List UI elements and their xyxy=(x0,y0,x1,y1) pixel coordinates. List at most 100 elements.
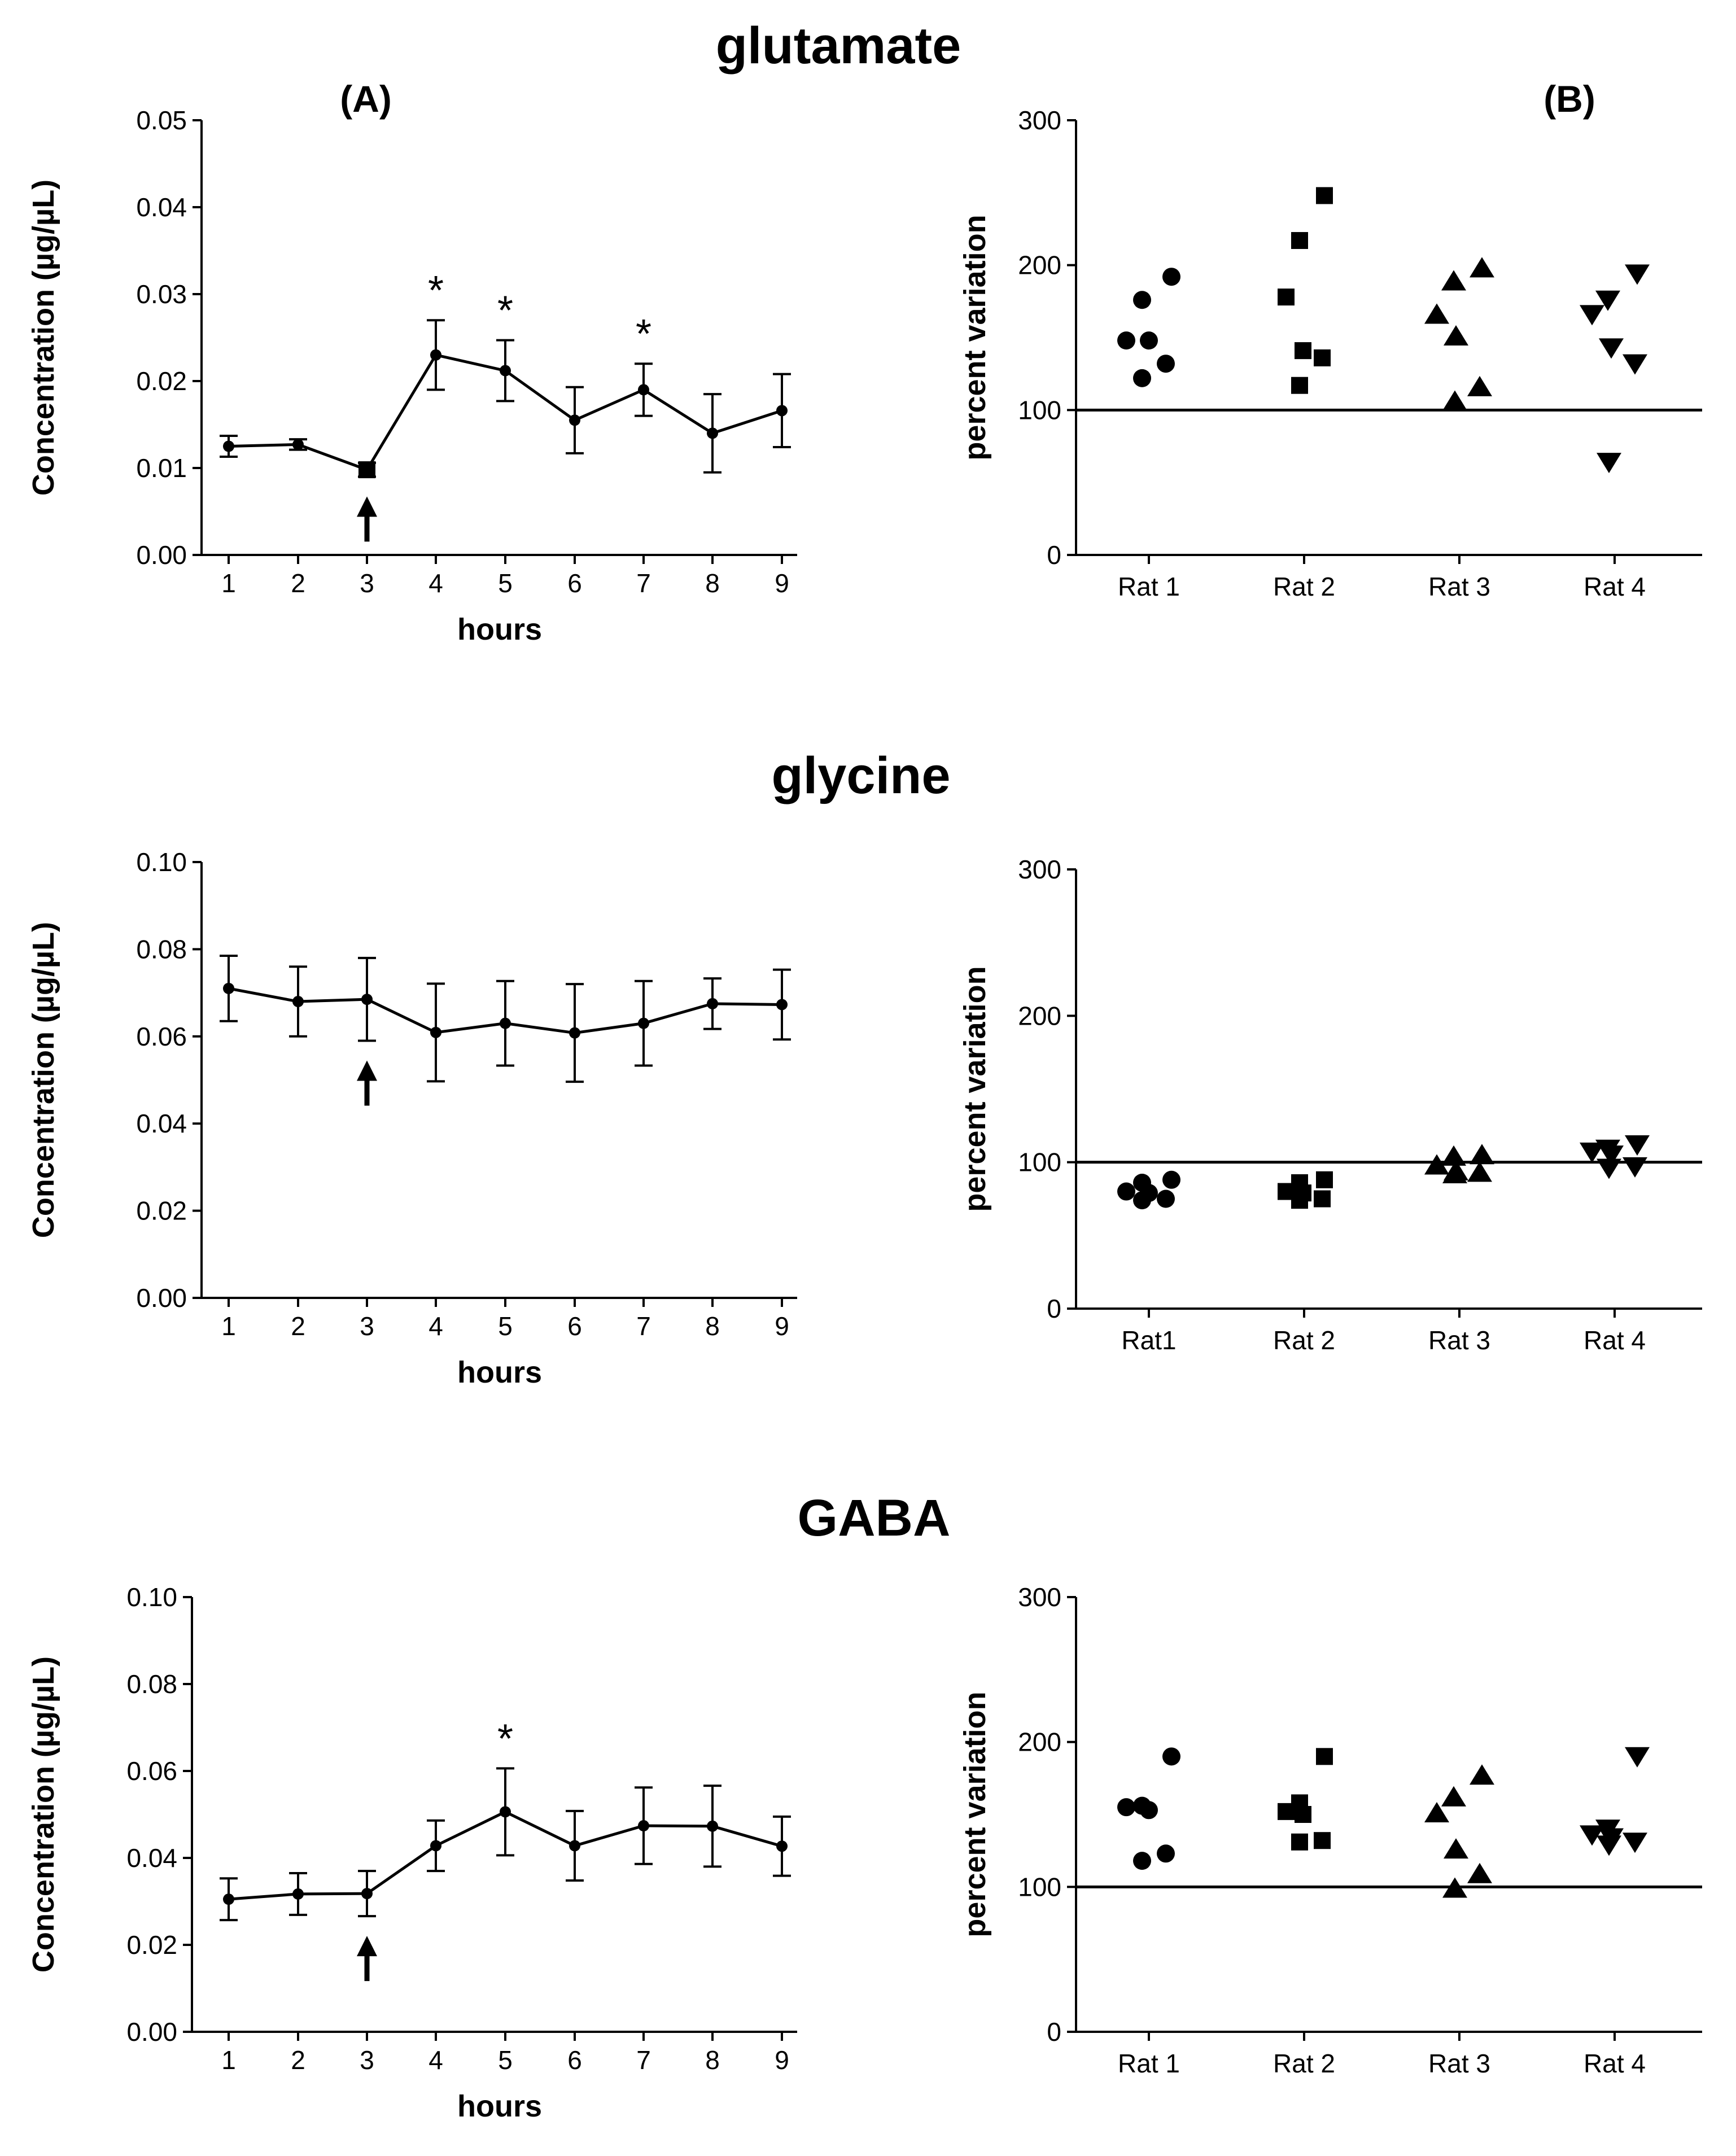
gaba-A-ytick-label: 0.02 xyxy=(126,1930,177,1960)
glutamate-A-y-label: Concentration (µg/µL) xyxy=(27,180,60,496)
glutamate-B-ytick-label: 300 xyxy=(1018,106,1061,135)
gaba-B-point xyxy=(1442,1877,1467,1898)
glutamate-A-point xyxy=(707,427,718,439)
glycine-B-point xyxy=(1133,1191,1151,1210)
glycine-B-ytick-label: 200 xyxy=(1018,1001,1061,1030)
gaba-B-point xyxy=(1162,1747,1180,1766)
gaba-B-point xyxy=(1424,1802,1449,1822)
glycine-A-xtick-label: 6 xyxy=(567,1311,582,1341)
glycine-A-point xyxy=(707,998,718,1009)
glutamate-A-point xyxy=(776,405,788,417)
glutamate-B-point xyxy=(1278,288,1295,306)
glycine-A-point xyxy=(638,1017,649,1029)
glycine-B-ytick-label: 100 xyxy=(1018,1148,1061,1177)
glycine-B-category-label: Rat1 xyxy=(1121,1326,1176,1355)
gaba-B-ytick-label: 0 xyxy=(1047,2017,1061,2046)
gaba-A-xtick-label: 2 xyxy=(291,2045,305,2075)
glutamate-A-ytick-label: 0.04 xyxy=(136,193,187,222)
gaba-A-point xyxy=(223,1893,234,1905)
glutamate-A-significance-marker: * xyxy=(497,288,513,334)
glycine-A-point xyxy=(500,1017,511,1029)
glutamate-A-ytick-label: 0.00 xyxy=(136,540,187,570)
gaba-B-point xyxy=(1470,1764,1494,1785)
gaba-A-x-label: hours xyxy=(457,2089,542,2123)
glycine-A-xtick-label: 4 xyxy=(428,1311,443,1341)
glycine-B-point xyxy=(1470,1144,1494,1165)
glutamate-A-xtick-label: 5 xyxy=(498,568,513,598)
glutamate-A-xtick-label: 9 xyxy=(775,568,789,598)
glutamate-A-point xyxy=(358,461,375,479)
glycine-A-x-label: hours xyxy=(457,1355,542,1389)
gaba-A-y-label: Concentration (µg/µL) xyxy=(27,1656,60,1973)
gaba-B-point xyxy=(1133,1852,1151,1870)
gaba-B-point xyxy=(1625,1747,1650,1768)
glycine-A-xtick-label: 1 xyxy=(221,1311,236,1341)
glutamate-A-xtick-label: 3 xyxy=(360,568,374,598)
gaba-B-category-label: Rat 3 xyxy=(1428,2049,1490,2078)
glycine-B-point xyxy=(1424,1154,1449,1175)
glutamate-B-point xyxy=(1467,375,1492,396)
glycine-B-point xyxy=(1599,1145,1624,1166)
gaba-B-category-label: Rat 1 xyxy=(1118,2049,1180,2078)
glutamate-A-arrow-icon xyxy=(357,496,377,542)
glutamate-A-point xyxy=(430,349,441,361)
gaba-A-xtick-label: 6 xyxy=(567,2045,582,2075)
glycine-B-point xyxy=(1291,1192,1308,1209)
glutamate-B-point xyxy=(1444,325,1468,346)
glutamate-B-y-label: percent variation xyxy=(958,215,992,460)
gaba-B-point xyxy=(1117,1798,1135,1817)
glutamate-A-xtick-label: 7 xyxy=(636,568,651,598)
glutamate-B-ytick-label: 100 xyxy=(1018,395,1061,425)
gaba-B-ytick-label: 100 xyxy=(1018,1872,1061,1901)
gaba-B-category-label: Rat 4 xyxy=(1584,2049,1646,2078)
glutamate-B-point xyxy=(1441,270,1466,291)
glutamate-B-category-label: Rat 4 xyxy=(1584,572,1646,601)
glycine-A-ytick-label: 0.08 xyxy=(136,934,187,964)
chart-glycine-B: 0 100 200 300 Rat1 Rat 2 Rat 3 Rat 4 percent var… xyxy=(958,855,1702,1355)
glutamate-B-point xyxy=(1625,264,1650,285)
glutamate-B-point xyxy=(1291,232,1308,250)
gaba-B-point xyxy=(1444,1838,1468,1859)
gaba-B-point xyxy=(1140,1801,1158,1820)
glutamate-A-point xyxy=(638,384,649,396)
gaba-A-point xyxy=(500,1806,511,1818)
gaba-A-ytick-label: 0.00 xyxy=(126,2017,177,2046)
glutamate-B-point xyxy=(1424,303,1449,324)
glutamate-A-xtick-label: 2 xyxy=(291,568,305,598)
glycine-B-point xyxy=(1441,1145,1466,1166)
glycine-A-xtick-label: 8 xyxy=(705,1311,720,1341)
glycine-B-point xyxy=(1623,1157,1647,1178)
gaba-B-ytick-label: 300 xyxy=(1018,1582,1061,1612)
gaba-B-point xyxy=(1157,1844,1175,1863)
glycine-B-category-label: Rat 4 xyxy=(1584,1326,1646,1355)
glycine-A-xtick-label: 3 xyxy=(360,1311,374,1341)
glycine-A-point xyxy=(569,1027,580,1039)
glutamate-B-point xyxy=(1442,390,1467,411)
glycine-A-ytick-label: 0.06 xyxy=(136,1022,187,1051)
glycine-A-ytick-label: 0.04 xyxy=(136,1109,187,1138)
glutamate-B-category-label: Rat 3 xyxy=(1428,572,1490,601)
glutamate-A-xtick-label: 4 xyxy=(428,568,443,598)
gaba-B-point xyxy=(1314,1832,1331,1849)
gaba-A-xtick-label: 5 xyxy=(498,2045,513,2075)
gaba-B-point xyxy=(1291,1833,1308,1851)
glycine-A-point xyxy=(776,999,788,1011)
glutamate-B-point xyxy=(1291,377,1308,394)
glutamate-B-category-label: Rat 1 xyxy=(1118,572,1180,601)
glycine-B-category-label: Rat 2 xyxy=(1273,1326,1335,1355)
glycine-A-y-label: Concentration (µg/µL) xyxy=(27,922,60,1238)
glycine-A-point xyxy=(223,982,234,994)
glutamate-B-point xyxy=(1314,349,1331,366)
gaba-A-ytick-label: 0.10 xyxy=(126,1582,177,1612)
gaba-A-xtick-label: 3 xyxy=(360,2045,374,2075)
glycine-A-xtick-label: 5 xyxy=(498,1311,513,1341)
glutamate-B-point xyxy=(1133,291,1151,309)
gaba-B-point xyxy=(1467,1862,1492,1883)
glutamate-A-ytick-label: 0.02 xyxy=(136,366,187,396)
gaba-A-xtick-label: 4 xyxy=(428,2045,443,2075)
gaba-A-xtick-label: 1 xyxy=(221,2045,236,2075)
gaba-B-point xyxy=(1316,1748,1333,1765)
glycine-B-point xyxy=(1625,1135,1650,1156)
charts-layer: 0.00 0.01 0.02 0.03 0.04 0.05 1 2 3 4 5 6 7 8 9 hours Co… xyxy=(27,106,1702,2123)
